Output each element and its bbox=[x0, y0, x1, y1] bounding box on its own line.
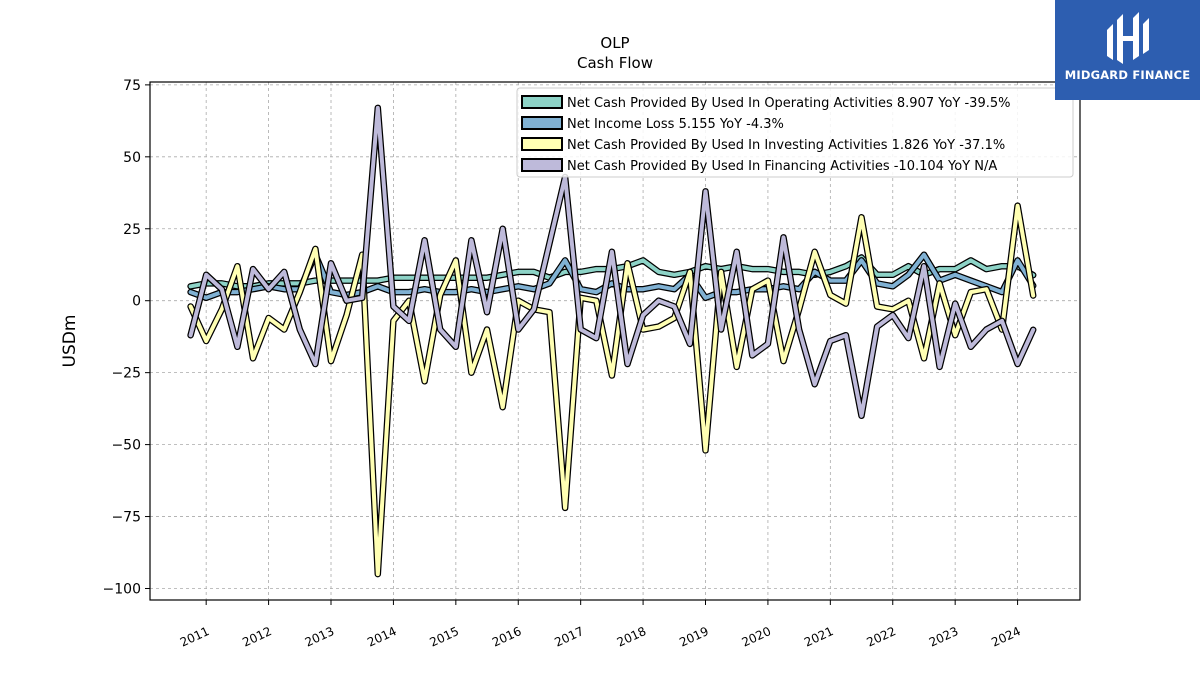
legend-entry-label: Net Income Loss 5.155 YoY -4.3% bbox=[567, 117, 784, 132]
x-tick-label: 2023 bbox=[927, 624, 961, 650]
logo-text: MIDGARD FINANCE bbox=[1064, 68, 1191, 82]
legend-swatch bbox=[521, 158, 563, 172]
y-tick-label: 75 bbox=[123, 78, 141, 94]
chart-title: OLP bbox=[600, 34, 629, 52]
x-tick-label: 2013 bbox=[303, 624, 337, 650]
midgard-logo-mark-icon bbox=[1107, 12, 1149, 64]
x-tick-label: 2012 bbox=[240, 624, 274, 650]
x-tick-label: 2021 bbox=[802, 624, 836, 650]
legend-swatch bbox=[521, 95, 563, 109]
chart-subtitle: Cash Flow bbox=[577, 54, 653, 72]
legend: Net Cash Provided By Used In Operating A… bbox=[516, 87, 1074, 178]
legend-swatch bbox=[521, 137, 563, 151]
y-axis-label: USDm bbox=[60, 315, 80, 368]
x-tick-label: 2019 bbox=[677, 624, 711, 650]
x-tick-label: 2020 bbox=[740, 624, 774, 650]
x-tick-label: 2014 bbox=[365, 624, 399, 650]
series-line-4 bbox=[188, 105, 1036, 418]
legend-swatch bbox=[521, 116, 563, 130]
series-line-2 bbox=[188, 252, 1036, 300]
y-tick-label: 50 bbox=[123, 150, 141, 166]
series-line-3 bbox=[188, 203, 1036, 577]
legend-entry-label: Net Cash Provided By Used In Financing A… bbox=[567, 159, 997, 174]
legend-entry-label: Net Cash Provided By Used In Operating A… bbox=[567, 96, 1010, 111]
legend-box bbox=[516, 87, 1074, 178]
y-tick-label: −50 bbox=[111, 438, 141, 454]
legend-entry-label: Net Cash Provided By Used In Investing A… bbox=[567, 138, 1005, 153]
plot-area-frame bbox=[149, 81, 1081, 601]
y-tick-label: 0 bbox=[132, 294, 141, 310]
x-tick-label: 2015 bbox=[428, 624, 462, 650]
x-tick-label: 2017 bbox=[552, 624, 586, 650]
x-tick-label: 2011 bbox=[178, 624, 212, 650]
y-tick-label: −25 bbox=[111, 366, 141, 382]
y-tick-label: 25 bbox=[123, 222, 141, 238]
midgard-finance-logo: MIDGARD FINANCE bbox=[1055, 0, 1200, 100]
y-tick-label: −100 bbox=[103, 581, 141, 597]
x-tick-label: 2022 bbox=[864, 624, 898, 650]
x-tick-label: 2016 bbox=[490, 624, 524, 650]
x-tick-label: 2018 bbox=[615, 624, 649, 650]
y-tick-label: −75 bbox=[111, 510, 141, 526]
x-tick-label: 2024 bbox=[989, 624, 1023, 650]
series-lines-layer bbox=[187, 104, 1037, 578]
